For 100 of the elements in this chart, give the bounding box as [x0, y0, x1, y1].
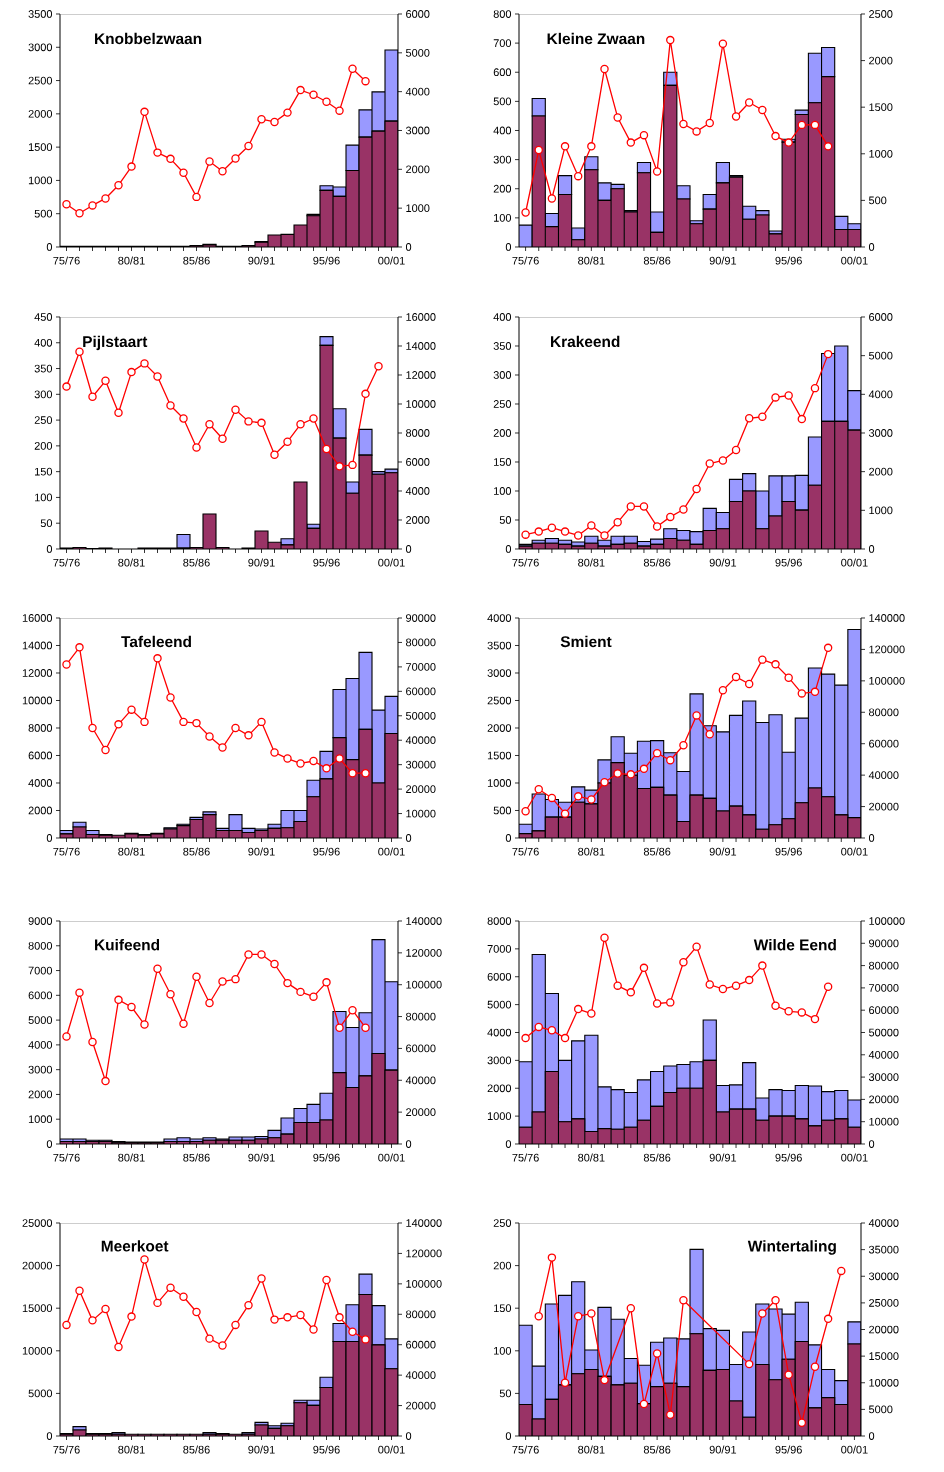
y2-tick-label: 0 [405, 834, 412, 842]
x-tick-label: 80/81 [118, 1445, 145, 1454]
y-tick-label: 10000 [22, 1346, 53, 1355]
x-tick-label: 95/96 [313, 847, 340, 856]
y2-tick-label: 60000 [869, 739, 899, 748]
y-tick-label: 2000 [28, 109, 53, 118]
x-tick-label: 90/91 [248, 256, 275, 265]
x-tick-label: 75/76 [53, 1153, 80, 1162]
x-tick-label: 00/01 [841, 558, 868, 567]
y-tick-label: 10000 [22, 696, 53, 705]
y-tick-label: 0 [505, 545, 512, 553]
y2-tick-label: 40000 [405, 736, 436, 745]
y2-tick-label: 2000 [406, 516, 430, 524]
y-tick-label: 5000 [28, 1389, 53, 1398]
y2-tick-label: 20000 [869, 1095, 899, 1104]
y2-tick-label: 0 [868, 834, 875, 842]
x-tick-label: 90/91 [248, 558, 275, 567]
y-tick-label: 400 [34, 338, 53, 347]
y-tick-label: 20000 [22, 1261, 53, 1270]
y-tick-label: 250 [34, 416, 53, 424]
y2-tick-label: 1000 [869, 149, 893, 158]
y-tick-label: 0 [505, 243, 512, 251]
y2-tick-label: 140000 [406, 917, 442, 925]
y2-tick-label: 100000 [406, 1279, 442, 1288]
y-tick-label: 16000 [22, 614, 53, 622]
y-tick-label: 700 [493, 39, 512, 47]
y-tick-label: 50 [40, 519, 53, 528]
text: Pijlstaart [83, 335, 148, 351]
y-tick-label: 200 [493, 184, 512, 193]
y-tick-label: 0 [46, 243, 53, 251]
x-tick-label: 00/01 [378, 1153, 405, 1162]
x-tick-label: 00/01 [378, 847, 405, 856]
x-tick-label: 85/86 [643, 256, 671, 265]
y-tick-label: 3000 [487, 1056, 512, 1065]
y-tick-label: 100 [35, 493, 53, 502]
x-tick-label: 95/96 [775, 1445, 802, 1454]
x-tick-label: 85/86 [643, 1445, 671, 1454]
y2-tick-label: 140000 [406, 1219, 442, 1227]
y2-tick-label: 500 [868, 196, 887, 205]
y2-tick-label: 60000 [406, 1044, 436, 1053]
x-tick-label: 00/01 [841, 1445, 868, 1454]
y2-tick-label: 100000 [869, 676, 905, 685]
y-tick-label: 400 [493, 126, 512, 135]
y-tick-label: 0 [505, 834, 512, 842]
x-tick-label: 90/91 [709, 1153, 737, 1162]
y2-tick-label: 8000 [405, 429, 430, 437]
text: Krakeend [551, 335, 620, 348]
y2-tick-label: 25000 [869, 1299, 899, 1307]
x-tick-label: 95/96 [313, 558, 340, 567]
x-tick-label: 75/76 [512, 558, 539, 567]
y2-tick-label: 100000 [869, 917, 905, 925]
y2-tick-label: 1500 [869, 103, 893, 112]
y2-tick-label: 10000 [869, 1117, 899, 1126]
y-tick-label: 0 [46, 1140, 53, 1148]
y2-tick-label: 50000 [868, 1028, 899, 1037]
y-tick-label: 15000 [22, 1304, 53, 1313]
x-tick-label: 85/86 [183, 1153, 210, 1162]
y2-tick-label: 70000 [406, 663, 436, 671]
y-tick-label: 250 [493, 1219, 512, 1227]
x-tick-label: 75/76 [512, 1445, 539, 1454]
y-tick-label: 1500 [487, 751, 512, 760]
y2-tick-label: 40000 [868, 1050, 899, 1059]
y-tick-label: 300 [34, 390, 53, 399]
y-tick-label: 14000 [22, 641, 53, 650]
x-tick-label: 85/86 [183, 1445, 210, 1454]
x-tick-label: 90/91 [709, 847, 737, 856]
y2-tick-label: 0 [868, 1432, 875, 1440]
x-tick-label: 95/96 [775, 1153, 802, 1162]
y2-tick-label: 140000 [869, 614, 905, 622]
y2-tick-label: 30000 [405, 760, 436, 769]
y-tick-label: 3500 [487, 641, 512, 650]
y-tick-label: 4000 [487, 614, 512, 622]
y2-tick-label: 80000 [869, 708, 899, 717]
x-tick-label: 85/86 [183, 847, 210, 856]
y-tick-label: 1500 [28, 143, 53, 152]
y-tick-label: 800 [493, 10, 512, 18]
x-tick-label: 00/01 [378, 256, 405, 265]
x-tick-label: 90/91 [709, 558, 737, 567]
y-tick-label: 100 [494, 487, 512, 495]
y2-tick-label: 90000 [406, 614, 436, 622]
text: Smient [560, 635, 612, 648]
y-tick-label: 8000 [487, 917, 512, 925]
y2-tick-label: 20000 [406, 785, 436, 793]
text: Kuifeend [95, 939, 160, 951]
y-tick-label: 100 [494, 213, 512, 222]
y-tick-label: 300 [493, 155, 512, 164]
y2-tick-label: 20000 [869, 1325, 899, 1334]
y2-tick-label: 60000 [406, 1340, 436, 1349]
y2-tick-label: 100000 [406, 980, 442, 989]
x-tick-label: 95/96 [775, 558, 802, 567]
y-tick-label: 300 [493, 371, 512, 379]
y2-tick-label: 5000 [868, 351, 893, 360]
y2-tick-label: 4000 [405, 87, 430, 96]
text: Wintertaling [747, 1240, 836, 1255]
y2-tick-label: 0 [868, 243, 875, 251]
y2-tick-label: 10000 [869, 1378, 899, 1387]
y2-tick-label: 2000 [406, 165, 430, 174]
y-tick-label: 1000 [28, 176, 53, 185]
y-tick-label: 150 [494, 1304, 512, 1313]
x-tick-label: 80/81 [118, 256, 145, 265]
